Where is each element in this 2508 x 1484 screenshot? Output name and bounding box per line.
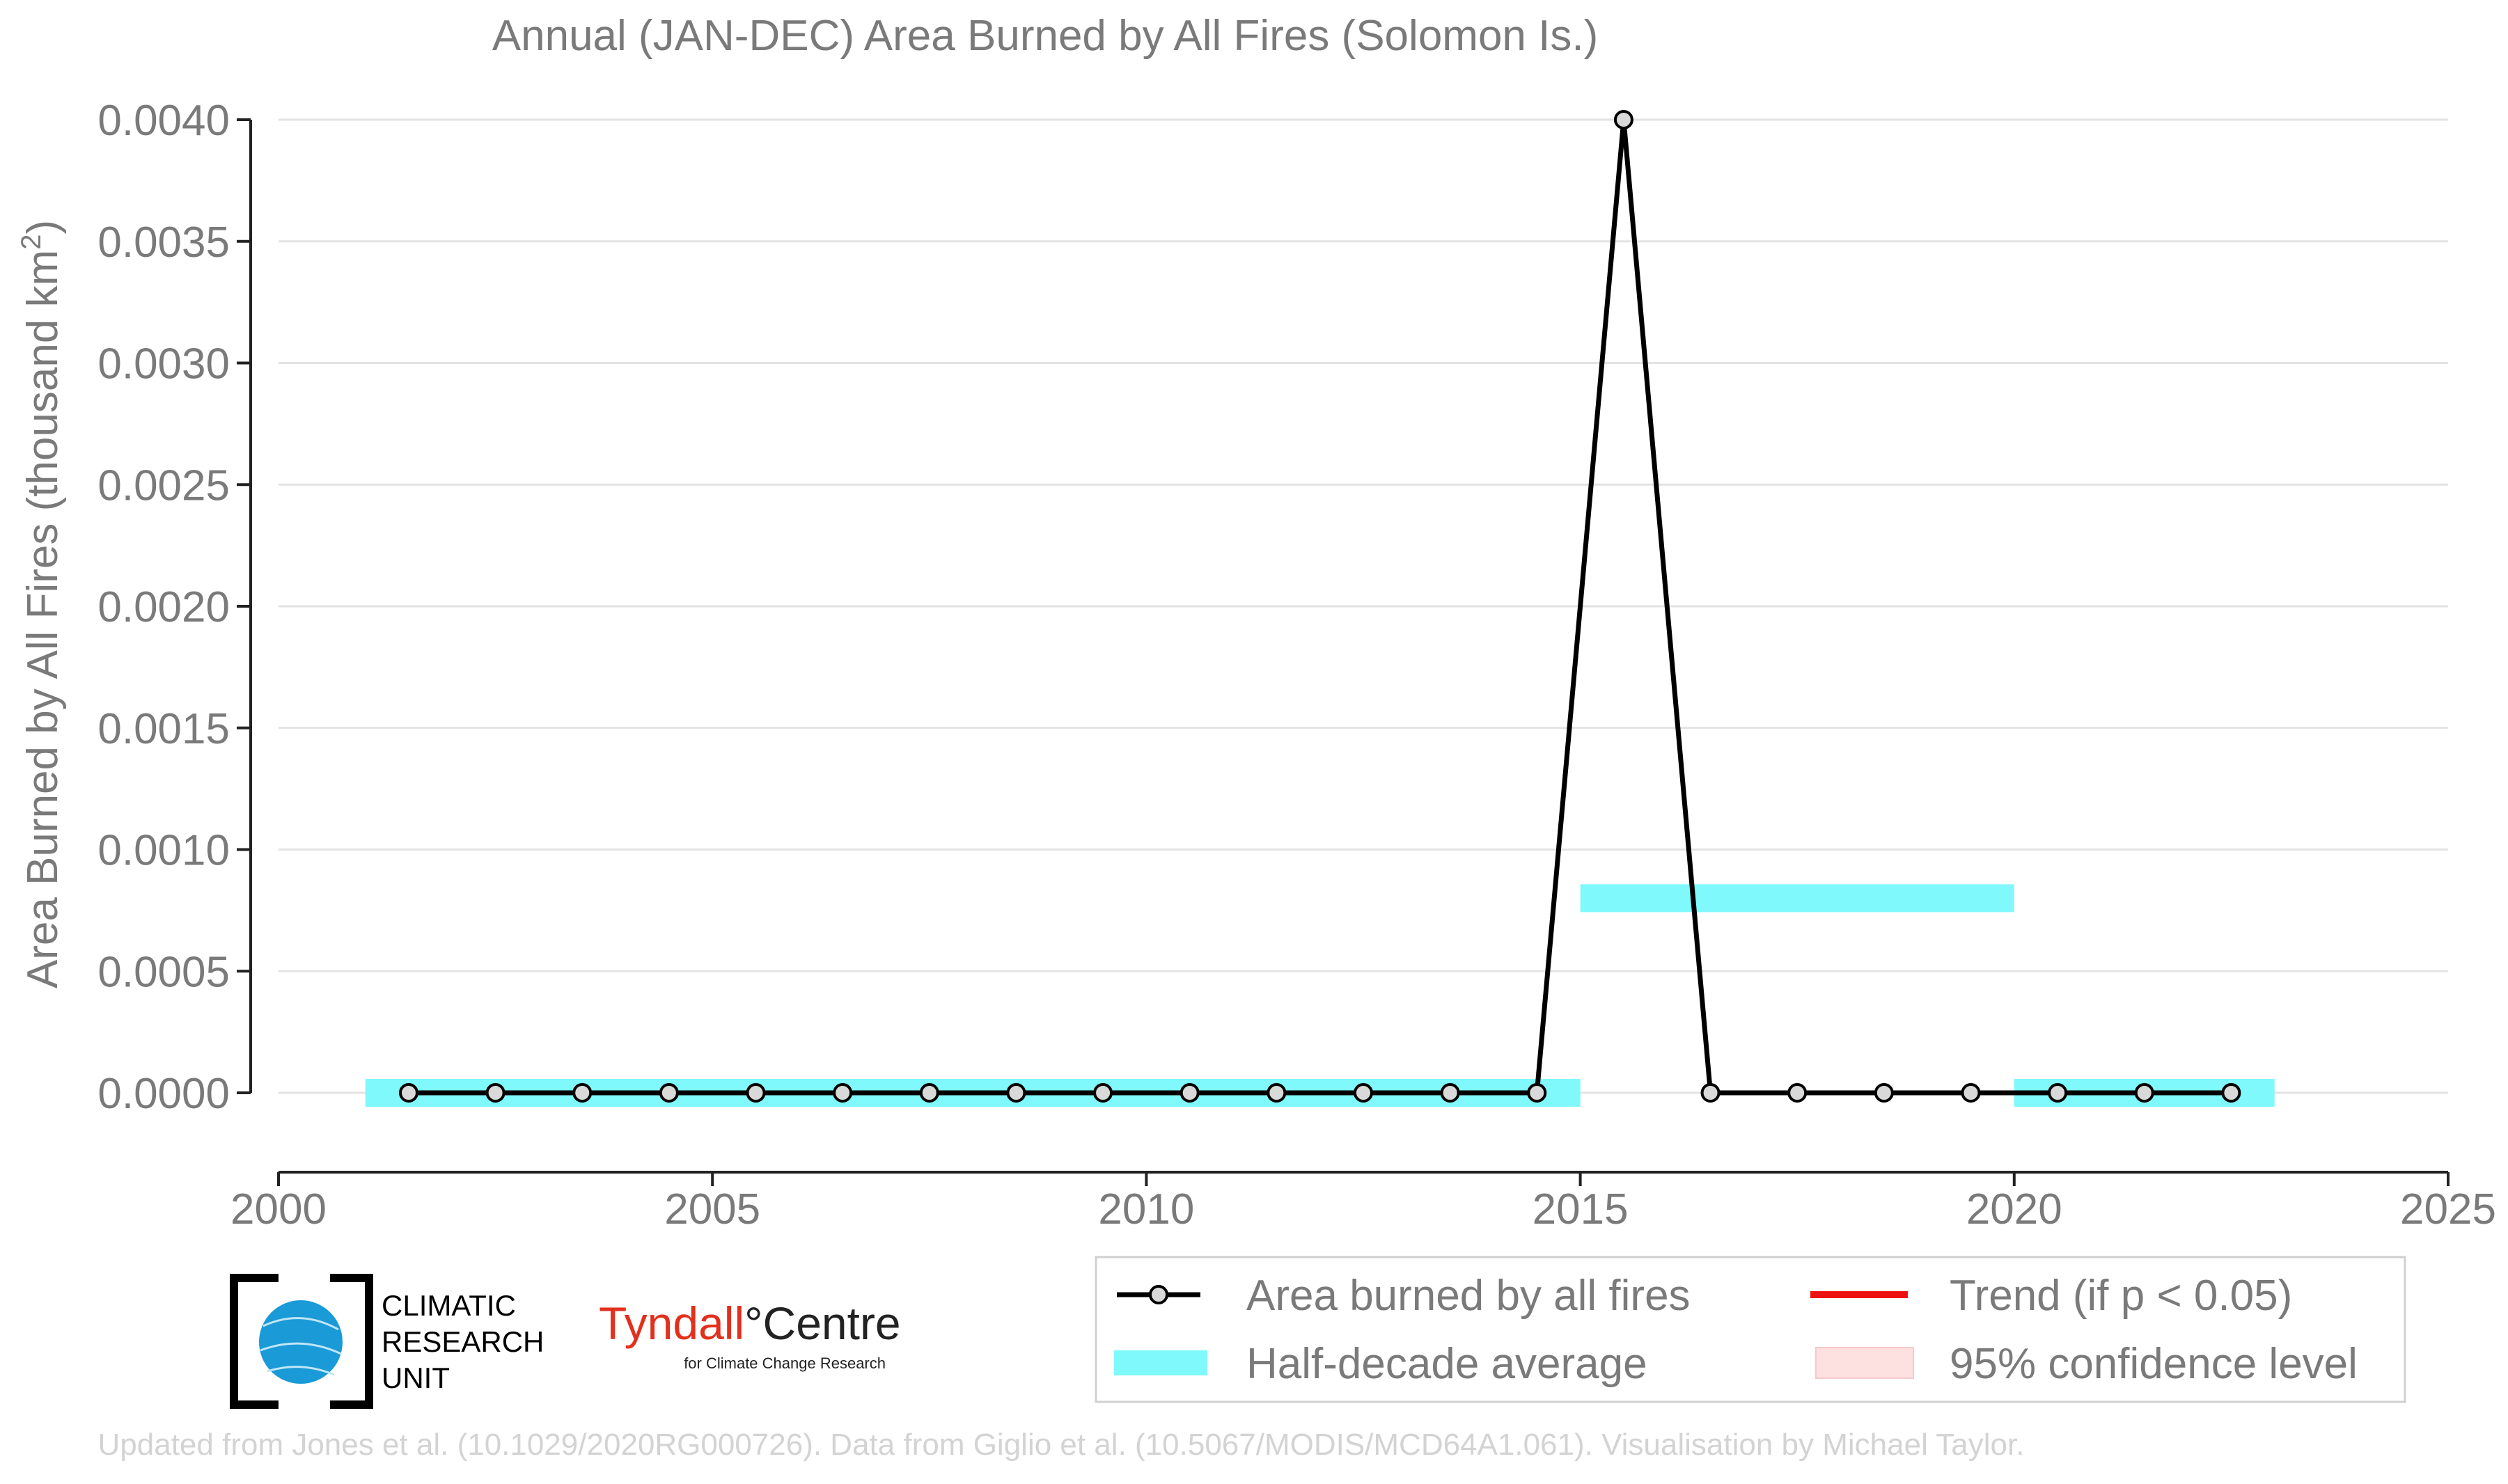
y-tick-label: 0.0035: [97, 219, 230, 267]
data-point: [1354, 1083, 1373, 1103]
legend-item-confidence: 95% confidence level: [1815, 1340, 2358, 1388]
data-point: [1787, 1083, 1808, 1103]
tyndall-logo: Tyndall°Centre for Climate Change Resear…: [599, 1297, 901, 1372]
cru-logo-line3: UNIT: [382, 1361, 450, 1394]
legend-item-area-burned: Area burned by all fires: [1117, 1272, 1691, 1320]
data-point: [833, 1083, 853, 1103]
y-axis-label: Area Burned by All Fires (thousand km2): [16, 220, 67, 988]
legend-label-area-burned: Area burned by all fires: [1246, 1272, 1691, 1320]
data-point: [1961, 1083, 1981, 1103]
y-axis-label-superscript: 2: [16, 235, 47, 250]
legend-item-half-decade: Half-decade average: [1114, 1340, 1647, 1388]
data-point: [746, 1083, 766, 1103]
cru-logo-frame-right: [330, 1274, 373, 1409]
series-line: [408, 119, 2232, 1096]
data-point: [1527, 1083, 1547, 1103]
half-decade-bar: [1580, 884, 2014, 913]
tyndall-logo-wordmark: Tyndall°Centre: [599, 1297, 901, 1349]
y-tick-labels: 0.0000 0.0005 0.0010 0.0015 0.0020 0.0025 0.00…: [97, 97, 230, 1118]
data-point: [398, 1083, 418, 1103]
cru-logo: CLIMATIC RESEARCH UNIT: [230, 1274, 544, 1409]
series-area-burned: [398, 110, 2241, 1103]
legend-marker-area-burned: [1149, 1285, 1168, 1304]
tyndall-logo-sub: for Climate Change Research: [684, 1355, 886, 1372]
x-tick-label: 2000: [230, 1185, 327, 1233]
x-tick-labels: 2000 2005 2010 2015 2020 2025: [230, 1185, 2496, 1233]
data-point: [919, 1083, 939, 1103]
tyndall-logo-centre: Centre: [763, 1297, 901, 1349]
y-axis-label-text: Area Burned by All Fires (thousand km: [19, 250, 67, 988]
legend-item-trend: Trend (if p < 0.05): [1810, 1272, 2292, 1320]
y-tick-label: 0.0025: [97, 461, 230, 510]
y-tick-label: 0.0010: [97, 827, 230, 875]
x-tick-label: 2015: [1533, 1185, 1629, 1233]
legend-label-confidence: 95% confidence level: [1950, 1340, 2358, 1388]
y-tick-label: 0.0020: [97, 583, 230, 631]
y-tick-label: 0.0000: [97, 1070, 230, 1118]
data-point: [1093, 1083, 1113, 1103]
legend-swatch-confidence: [1815, 1347, 1914, 1379]
legend: Area burned by all fires Trend (if p < 0…: [1095, 1256, 2406, 1403]
y-tick-label: 0.0030: [97, 340, 230, 388]
y-tick-label: 0.0015: [97, 705, 230, 753]
footer-credits: Updated from Jones et al. (10.1029/2020R…: [98, 1428, 2025, 1462]
y-tick-label: 0.0005: [97, 948, 230, 996]
grid-lines: [279, 118, 2448, 1094]
data-point: [1006, 1083, 1026, 1103]
y-tick-label: 0.0040: [97, 97, 230, 145]
x-tick-label: 2020: [1966, 1185, 2062, 1233]
chart-title: Annual (JAN-DEC) Area Burned by All Fire…: [492, 12, 1598, 60]
data-point: [2134, 1083, 2154, 1103]
data-point: [572, 1083, 593, 1103]
globe-icon: [259, 1300, 343, 1384]
cru-logo-line1: CLIMATIC: [382, 1289, 516, 1322]
data-point: [1700, 1083, 1721, 1103]
x-tick-label: 2005: [664, 1185, 760, 1233]
data-point: [2048, 1083, 2068, 1103]
data-point: [1440, 1083, 1460, 1103]
cru-logo-line2: RESEARCH: [382, 1325, 544, 1358]
data-point: [659, 1083, 679, 1103]
globe-icon-lines: [260, 1317, 342, 1376]
data-point: [485, 1083, 505, 1103]
legend-frame: [1095, 1256, 2406, 1403]
legend-swatch-half-decade: [1114, 1350, 1207, 1375]
data-point: [1874, 1083, 1894, 1103]
data-point: [1179, 1083, 1200, 1103]
legend-label-trend: Trend (if p < 0.05): [1950, 1272, 2292, 1320]
data-point: [1613, 110, 1633, 129]
half-decade-average-bars: [365, 884, 2275, 1107]
legend-label-half-decade: Half-decade average: [1246, 1340, 1647, 1388]
tyndall-logo-main: Tyndall: [599, 1297, 744, 1349]
data-point: [1267, 1083, 1287, 1103]
x-tick-label: 2010: [1098, 1185, 1194, 1233]
y-axis-label-text-end: ): [19, 220, 67, 235]
x-tick-label: 2025: [2400, 1185, 2496, 1233]
data-point: [2221, 1083, 2241, 1103]
tyndall-logo-degree: °: [744, 1297, 762, 1349]
axes: [237, 118, 2450, 1186]
cru-logo-frame: [230, 1274, 279, 1409]
